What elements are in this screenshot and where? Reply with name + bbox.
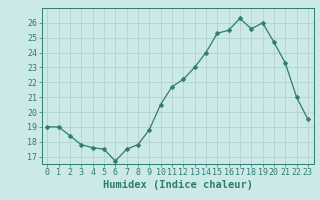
- X-axis label: Humidex (Indice chaleur): Humidex (Indice chaleur): [103, 180, 252, 190]
